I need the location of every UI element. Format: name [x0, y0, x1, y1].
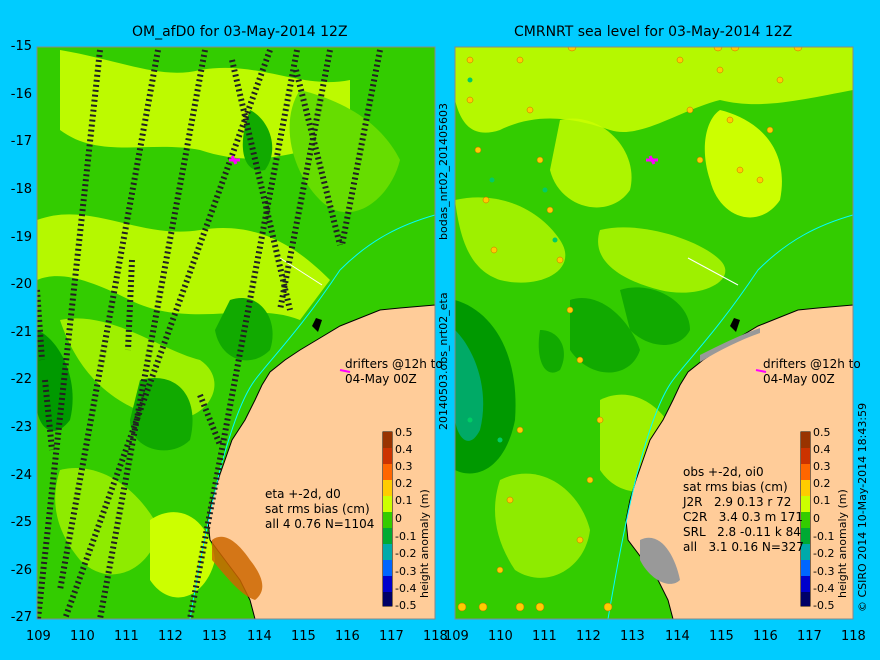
colorbar-tick: -0.3	[395, 565, 417, 578]
colorbar-tick: -0.1	[813, 530, 835, 543]
x-tick: 113	[620, 629, 645, 644]
colorbar-tick: -0.1	[395, 530, 417, 543]
right-map-title: CMRNRT sea level for 03-May-2014 12Z	[514, 24, 793, 40]
left-satellite-tracks	[37, 48, 383, 619]
x-tick: 111	[532, 629, 557, 644]
right-stats-header: obs +-2d, oi0 sat rms bias (cm)	[683, 465, 788, 494]
x-tick: 110	[488, 629, 513, 644]
colorbar-tick: -0.4	[395, 582, 417, 595]
x-tick: 116	[335, 629, 360, 644]
y-tick: -20	[10, 277, 32, 292]
y-tick: -25	[10, 515, 32, 530]
colorbar-tick: 0.2	[813, 477, 831, 490]
colorbar-tick: 0.5	[813, 426, 831, 439]
left-map	[37, 47, 435, 619]
bodas-label: bodas_nrt02_201405603	[437, 103, 450, 240]
x-tick: 111	[114, 629, 139, 644]
x-tick: 110	[70, 629, 95, 644]
x-tick: 115	[709, 629, 734, 644]
y-tick: -21	[10, 325, 32, 340]
y-tick: -23	[10, 420, 32, 435]
right-map	[455, 47, 853, 619]
y-tick: -24	[10, 468, 32, 483]
right-observation-dots	[457, 47, 803, 612]
x-tick: 113	[202, 629, 227, 644]
right-stats-row: C2R 3.4 0.3 m 171	[683, 510, 803, 524]
colorbar-tick: 0.1	[395, 494, 413, 507]
colorbar-tick: 0.3	[395, 460, 413, 473]
colorbar-tick: 0.4	[813, 443, 831, 456]
right-colorbar	[800, 431, 811, 607]
colorbar-tick: -0.4	[813, 582, 835, 595]
y-tick: -19	[10, 230, 32, 245]
colorbar-tick: -0.5	[395, 599, 417, 612]
colorbar-tick: 0.3	[813, 460, 831, 473]
right-drifter-note: drifters @12h to 04-May 00Z	[763, 357, 861, 386]
y-tick: -15	[10, 39, 32, 54]
colorbar-tick: 0.4	[395, 443, 413, 456]
y-tick: -18	[10, 182, 32, 197]
x-tick: 117	[797, 629, 822, 644]
credit-label: © CSIRO 2014 10-May-2014 18:43:59	[856, 402, 869, 612]
right-stats-row: J2R 2.9 0.13 r 72	[683, 495, 792, 509]
right-drifter-marker	[646, 155, 658, 165]
x-tick: 114	[247, 629, 272, 644]
x-tick: 109	[26, 629, 51, 644]
x-tick: 112	[158, 629, 183, 644]
left-map-title: OM_afD0 for 03-May-2014 12Z	[132, 24, 348, 40]
x-tick: 117	[379, 629, 404, 644]
x-tick: 115	[291, 629, 316, 644]
left-drifter-note: drifters @12h to 04-May 00Z	[345, 357, 443, 386]
x-tick: 112	[576, 629, 601, 644]
left-colorbar	[382, 431, 393, 607]
left-drifter-marker	[229, 155, 240, 165]
colorbar-tick: 0	[813, 512, 820, 525]
right-land-australia	[625, 304, 853, 619]
colorbar-tick: -0.2	[813, 547, 835, 560]
colorbar-tick: 0.2	[395, 477, 413, 490]
colorbar-tick: -0.5	[813, 599, 835, 612]
x-tick: 116	[753, 629, 778, 644]
y-tick: -26	[10, 563, 32, 578]
x-tick: 118	[423, 629, 448, 644]
y-tick: -16	[10, 87, 32, 102]
right-colorbar-label: height anomaly (m)	[836, 489, 849, 598]
x-tick: 118	[841, 629, 866, 644]
y-tick: -27	[10, 610, 32, 625]
colorbar-tick: 0	[395, 512, 402, 525]
colorbar-tick: -0.2	[395, 547, 417, 560]
left-stats: eta +-2d, d0 sat rms bias (cm) all 4 0.7…	[265, 487, 375, 531]
right-stats-row: SRL 2.8 -0.11 k 84	[683, 525, 801, 539]
left-colorbar-label: height anomaly (m)	[418, 489, 431, 598]
colorbar-tick: 0.1	[813, 494, 831, 507]
right-stats-row: all 3.1 0.16 N=327	[683, 540, 804, 554]
x-tick: 109	[444, 629, 469, 644]
colorbar-tick: -0.3	[813, 565, 835, 578]
y-tick: -17	[10, 134, 32, 149]
x-tick: 114	[665, 629, 690, 644]
y-tick: -22	[10, 372, 32, 387]
colorbar-tick: 0.5	[395, 426, 413, 439]
